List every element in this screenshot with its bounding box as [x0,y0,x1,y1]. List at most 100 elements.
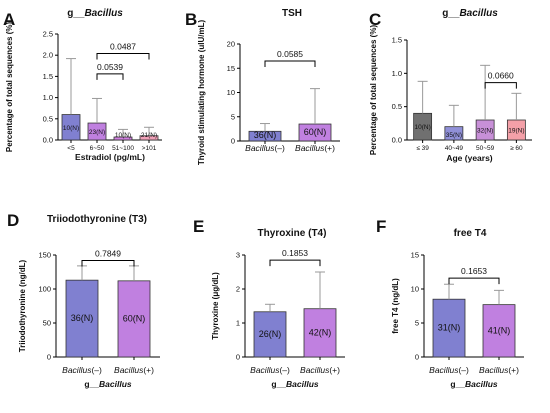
x-tick-label-part-1: (–) [458,365,469,375]
significance-bracket [96,73,124,80]
p-value-label: 0.1653 [461,266,487,276]
panel-title-part-0: g__ [442,8,460,19]
x-axis-label: Estradiol (pg/mL) [75,152,145,162]
n-label: 10(N) [115,132,131,139]
y-tick-label: 2.0 [43,51,53,60]
y-tick-label: 2.5 [43,30,53,39]
n-label: 26(N) [259,329,282,339]
n-label: 41(N) [488,325,511,335]
y-tick-label: 1.0 [392,69,402,78]
panel-title: free T4 [454,228,487,239]
panel-title-part-0: free T4 [454,228,487,239]
x-axis-label: Age (years) [446,153,492,163]
x-tick-label: 51~100 [112,145,134,152]
y-tick-label: 0.5 [43,114,53,123]
x-tick-label-part-1: (–) [91,365,102,375]
p-value-label: 0.0585 [277,49,303,59]
panel-letter: E [193,217,204,236]
panel-title-part-0: TSH [282,8,302,19]
x-axis-label-part-1: Bacillus [99,379,132,389]
y-tick-label: 15 [227,64,235,73]
y-tick-label: 5 [415,319,419,328]
x-axis-label: g__Bacillus [271,379,319,389]
y-tick-label: 0 [231,137,235,146]
panel-title: Triiodothyronine (T3) [47,214,147,225]
x-axis-label-part-0: g__ [271,379,286,389]
x-tick-label-part-0: Bacillus [62,365,92,375]
y-tick-label: 0 [415,353,419,362]
panel-letter: B [185,10,197,29]
y-tick-label: 0.5 [392,102,402,111]
panel-title: g__Bacillus [442,8,498,19]
n-label: 35(N) [446,132,462,139]
y-tick-label: 20 [227,40,235,49]
x-axis-label-part-0: g__ [84,379,99,389]
y-axis-label: Triiodothyronine (ng/dL) [18,259,27,352]
x-axis-label: g__Bacillus [84,379,132,389]
significance-bracket [81,259,135,267]
bar [65,279,99,358]
panel-letter: F [376,217,386,236]
x-axis-label-part-1: Bacillus [465,379,498,389]
y-tick-label: 150 [38,251,51,260]
x-tick-label: 40~49 [445,145,464,152]
panel-title: Thyroxine (T4) [258,228,327,239]
x-tick-label: Bacillus(–) [62,365,102,375]
n-label: 36(N) [71,313,94,323]
x-tick-label-part-0: Bacillus [429,365,459,375]
y-tick-label: 0 [236,353,240,362]
n-label: 10(N) [63,125,79,132]
n-label: 21(N) [141,132,157,139]
y-axis-label: Percentage of total sequences (%) [5,22,14,153]
p-value-label: 0.1853 [282,248,308,258]
y-tick-label: 2 [236,285,240,294]
significance-bracket [96,53,150,60]
n-label: 19(N) [508,128,524,135]
n-label: 60(N) [123,313,146,323]
n-label: 10(N) [414,124,430,131]
x-tick-label-part-0: Bacillus [295,143,325,153]
y-tick-label: 0.0 [392,136,402,145]
x-tick-label-part-1: (–) [279,365,290,375]
x-tick-label: Bacillus(+) [300,365,340,375]
panel-title-part-1: Bacillus [84,8,123,19]
p-value-label: 0.7849 [95,248,121,258]
significance-bracket [269,259,321,267]
significance-bracket [448,277,500,285]
x-axis-label-part-1: Bacillus [286,379,319,389]
x-tick-label-part-0: Bacillus [479,365,509,375]
panel-title-part-1: Bacillus [459,8,498,19]
panel-title-part-0: Triiodothyronine (T3) [47,214,147,225]
panel-e: E Thyroxine (T4) 0 1 2 3 Thyroxine (μg/dL) 26(N… [193,217,345,389]
x-tick-label-part-1: (+) [329,365,340,375]
x-tick-label-part-1: (+) [143,365,154,375]
x-tick-label: ≥ 60 [510,145,523,152]
x-tick-label-part-0: Bacillus [245,143,275,153]
p-value-label: 0.0660 [488,71,514,81]
y-axis-label: Thyroxine (μg/dL) [211,272,220,340]
y-tick-label: 1 [236,319,240,328]
y-tick-label: 1.5 [43,72,53,81]
panel-letter: C [369,10,381,29]
x-tick-label: Bacillus(–) [245,143,285,153]
panel-title-part-0: g__ [67,8,85,19]
x-tick-label-part-0: Bacillus [250,365,280,375]
y-tick-label: 15 [411,251,419,260]
significance-bracket [484,82,517,89]
y-tick-label: 0.0 [43,136,53,145]
y-tick-label: 1.0 [43,93,53,102]
n-label: 31(N) [438,323,461,333]
x-tick-label: >101 [142,145,157,152]
p-value-label: 0.0487 [110,42,136,52]
y-tick-label: 5 [231,112,235,121]
x-tick-label: Bacillus(+) [114,365,154,375]
y-axis-label: free T4 (ng/dL) [391,278,400,334]
y-tick-label: 50 [43,319,51,328]
x-tick-label-part-0: Bacillus [114,365,144,375]
y-tick-label: 10 [227,88,235,97]
x-tick-label-part-1: (+) [508,365,519,375]
